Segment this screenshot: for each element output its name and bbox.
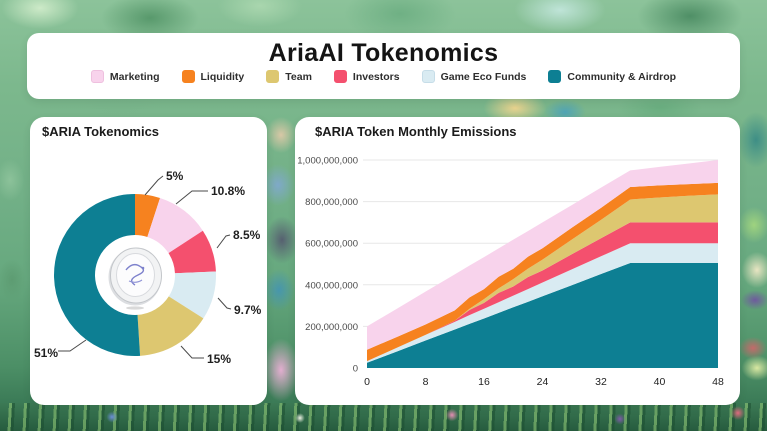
- legend-item-community-airdrop[interactable]: Community & Airdrop: [548, 70, 676, 83]
- donut-slice-community-airdrop[interactable]: [53, 194, 141, 356]
- donut-leader-line: [58, 339, 87, 352]
- legend-swatch-team: [266, 70, 280, 83]
- x-tick-label: 32: [595, 376, 607, 388]
- emissions-card: $ARIA Token Monthly Emissions 0 200,000,0…: [295, 117, 740, 405]
- legend: Marketing Liquidity Team Investors Game Eco …: [27, 70, 740, 83]
- y-tick-label: 200,000,000: [305, 322, 358, 333]
- area-band-game-eco-funds[interactable]: [367, 243, 718, 363]
- y-axis-labels: 0 200,000,000 400,000,000 600,000,000 800,00…: [297, 156, 358, 375]
- x-axis-labels: 0 8 16 24 32 40 48: [364, 376, 724, 388]
- donut-slice-investors[interactable]: [168, 230, 216, 274]
- donut-percent-label: 15%: [207, 352, 231, 366]
- donut-slice-liquidity[interactable]: [135, 194, 161, 237]
- grass-flowers-strip: [0, 403, 767, 431]
- area-band-team[interactable]: [367, 194, 718, 362]
- donut-chart: 5% 10.8% 8.5% 9.7% 15% 51%: [34, 169, 262, 366]
- legend-swatch-marketing: [90, 70, 104, 83]
- x-tick-label: 40: [654, 376, 666, 388]
- emissions-card-title: $ARIA Token Monthly Emissions: [315, 124, 517, 139]
- area-band-marketing[interactable]: [367, 160, 718, 350]
- y-tick-label: 800,000,000: [305, 197, 358, 208]
- x-tick-label: 16: [478, 376, 490, 388]
- aria-coin-logo: [108, 247, 162, 310]
- y-tick-label: 1,000,000,000: [297, 156, 358, 167]
- donut-leader-line: [144, 175, 164, 196]
- x-tick-label: 24: [537, 376, 549, 388]
- donut-slice-marketing[interactable]: [147, 197, 203, 254]
- legend-swatch-community-airdrop: [548, 70, 562, 83]
- donut-percent-label: 51%: [34, 346, 58, 360]
- legend-swatch-liquidity: [181, 70, 195, 83]
- donut-leader-line: [180, 345, 204, 359]
- legend-item-game-eco-funds[interactable]: Game Eco Funds: [421, 70, 527, 83]
- area-band-investors[interactable]: [367, 222, 718, 362]
- legend-label: Liquidity: [200, 70, 245, 83]
- emissions-area-chart: 0 200,000,000 400,000,000 600,000,000 800,00…: [297, 156, 724, 389]
- legend-label: Marketing: [109, 70, 160, 83]
- y-tick-label: 400,000,000: [305, 280, 358, 291]
- area-band-community-airdrop[interactable]: [367, 262, 718, 368]
- donut-percent-label: 10.8%: [211, 184, 245, 198]
- legend-label: Team: [285, 70, 312, 83]
- donut-leader-line: [217, 297, 232, 310]
- donut-leader-line: [216, 234, 231, 249]
- y-tick-label: 0: [353, 364, 358, 375]
- x-tick-label: 0: [364, 376, 370, 388]
- donut-card-title: $ARIA Tokenomics: [42, 124, 160, 139]
- x-tick-label: 8: [423, 376, 429, 388]
- donut-percent-label: 8.5%: [233, 228, 261, 242]
- donut-leader-line: [175, 190, 208, 205]
- legend-label: Community & Airdrop: [567, 70, 677, 83]
- legend-swatch-investors: [333, 70, 347, 83]
- page-title: AriaAI Tokenomics: [268, 39, 499, 67]
- legend-item-marketing[interactable]: Marketing: [90, 70, 160, 83]
- legend-label: Investors: [352, 70, 400, 83]
- header-card: AriaAI Tokenomics Marketing Liquidity Team…: [27, 33, 740, 99]
- donut-percent-label: 5%: [166, 169, 184, 183]
- y-tick-label: 600,000,000: [305, 239, 358, 250]
- legend-item-investors[interactable]: Investors: [333, 70, 400, 83]
- legend-label: Game Eco Funds: [440, 70, 527, 83]
- legend-swatch-game-eco-funds: [421, 70, 435, 83]
- donut-percent-label: 9.7%: [234, 303, 262, 317]
- donut-slice-team[interactable]: [137, 296, 204, 356]
- legend-item-team[interactable]: Team: [266, 70, 312, 83]
- donut-card: $ARIA Tokenomics 5% 10.8% 8.5% 9.7% 15% 51%: [30, 117, 267, 405]
- area-band-liquidity[interactable]: [367, 182, 718, 362]
- donut-slice-game-eco-funds[interactable]: [168, 271, 216, 319]
- legend-item-liquidity[interactable]: Liquidity: [181, 70, 245, 83]
- x-tick-label: 48: [712, 376, 724, 388]
